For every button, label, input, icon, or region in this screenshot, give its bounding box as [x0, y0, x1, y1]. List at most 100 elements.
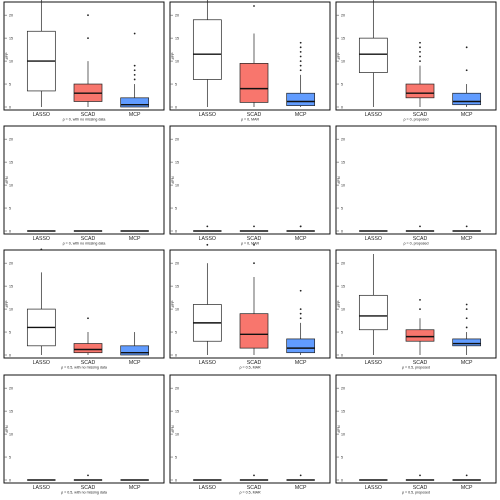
y-tick-label: 5: [341, 456, 343, 460]
panel-frame: [3, 374, 165, 484]
y-axis-label: #FP: [5, 52, 9, 59]
y-tick-label: 5: [175, 207, 177, 211]
y-tick-label: 15: [341, 285, 345, 289]
y-tick-label: 0: [9, 354, 11, 358]
category-label-scad: SCAD: [413, 360, 428, 366]
y-tick-label: 5: [175, 83, 177, 87]
box-scad: [73, 14, 103, 107]
box-body: [358, 294, 388, 331]
chart-panel-9: 0 5 10 15 20 #FP LASSO SCAD MCP ρ = 0.5, proposed: [335, 249, 497, 370]
category-label-scad: SCAD: [81, 112, 96, 118]
panel-frame: [335, 374, 497, 484]
category-label-scad: SCAD: [81, 485, 96, 491]
y-axis-label: #FP: [5, 300, 9, 307]
y-tick-label: 20: [175, 262, 179, 266]
y-tick-label: 10: [9, 433, 13, 437]
outlier-point: [299, 474, 302, 477]
outlier-point: [299, 46, 302, 49]
outlier-point: [253, 5, 255, 7]
y-tick-label: 10: [341, 184, 345, 188]
category-label-scad: SCAD: [247, 485, 262, 491]
y-tick-label: 5: [9, 207, 11, 211]
box-body: [239, 63, 269, 103]
y-tick-label: 20: [9, 14, 13, 18]
chart-panel-4: 0 5 10 15 20 #FN LASSO SCAD MCP ρ = 0, with no mi…: [3, 125, 165, 246]
category-label-lasso: LASSO: [33, 112, 50, 118]
box-lasso: [26, 248, 56, 355]
y-tick-label: 10: [175, 60, 179, 64]
outlier-point: [419, 225, 421, 228]
outlier-point: [87, 317, 89, 320]
y-tick-label: 0: [341, 354, 343, 358]
box-mcp: [286, 225, 316, 232]
category-label-mcp: MCP: [461, 236, 473, 242]
outlier-point: [419, 474, 421, 477]
panel-subtitle: ρ = 0.5, MAR: [239, 366, 261, 370]
outlier-point: [206, 243, 209, 246]
outlier-point: [465, 308, 468, 310]
panel-subtitle: ρ = 0.5, with no missing data: [61, 491, 107, 495]
outlier-point: [253, 243, 255, 246]
outlier-point: [465, 69, 468, 72]
category-label-scad: SCAD: [413, 236, 428, 242]
box-mcp: [286, 289, 316, 355]
box-body: [239, 313, 269, 349]
category-label-lasso: LASSO: [199, 236, 216, 242]
panel-subtitle: ρ = 0, proposed: [403, 242, 428, 246]
outlier-point: [87, 474, 89, 477]
outlier-point: [253, 225, 255, 228]
panel-frame: [335, 125, 497, 235]
box-mcp: [120, 32, 150, 108]
box-lasso: [26, 0, 56, 107]
box-body: [405, 329, 435, 342]
box-scad: [73, 474, 103, 481]
box-body: [358, 37, 388, 73]
y-axis-label: #FP: [337, 300, 341, 307]
y-axis-label: #FN: [337, 176, 341, 183]
panel-frame: [335, 1, 497, 111]
y-tick-label: 20: [341, 14, 345, 18]
y-tick-label: 20: [175, 138, 179, 142]
outlier-point: [465, 303, 468, 306]
y-tick-label: 20: [341, 262, 345, 266]
category-label-mcp: MCP: [295, 236, 307, 242]
y-tick-label: 15: [175, 410, 179, 414]
category-label-lasso: LASSO: [33, 485, 50, 491]
y-tick-label: 15: [175, 161, 179, 165]
outlier-point: [465, 317, 468, 320]
panel-subtitle: ρ = 0, MAR: [241, 242, 260, 246]
y-tick-label: 5: [9, 83, 11, 87]
box-body: [192, 19, 222, 80]
panel-frame: [169, 249, 331, 359]
category-label-mcp: MCP: [461, 485, 473, 491]
panel-subtitle: ρ = 0, with no missing data: [63, 118, 106, 122]
category-label-mcp: MCP: [295, 112, 307, 118]
outlier-point: [133, 78, 136, 81]
y-tick-label: 10: [341, 60, 345, 64]
outlier-point: [206, 225, 209, 228]
outlier-point: [299, 69, 302, 72]
y-tick-label: 15: [341, 410, 345, 414]
category-label-mcp: MCP: [295, 485, 307, 491]
y-axis-label: #FN: [337, 425, 341, 432]
panel-subtitle: ρ = 0.5, proposed: [402, 491, 430, 495]
panel-subtitle: ρ = 0, proposed: [403, 118, 428, 122]
y-tick-label: 5: [9, 331, 11, 335]
y-tick-label: 5: [341, 207, 343, 211]
y-tick-label: 5: [9, 456, 11, 460]
y-axis-label: #FN: [171, 176, 175, 183]
outlier-point: [419, 55, 421, 58]
y-tick-label: 15: [341, 161, 345, 165]
outlier-point: [419, 46, 421, 49]
outlier-point: [465, 326, 468, 329]
category-label-mcp: MCP: [129, 112, 141, 118]
category-label-mcp: MCP: [129, 236, 141, 242]
box-mcp: [120, 332, 150, 356]
outlier-point: [465, 225, 468, 228]
category-label-mcp: MCP: [129, 485, 141, 491]
box-body: [73, 343, 103, 354]
box-mcp: [452, 46, 482, 107]
box-lasso: [192, 0, 222, 107]
outlier-point: [40, 248, 43, 251]
